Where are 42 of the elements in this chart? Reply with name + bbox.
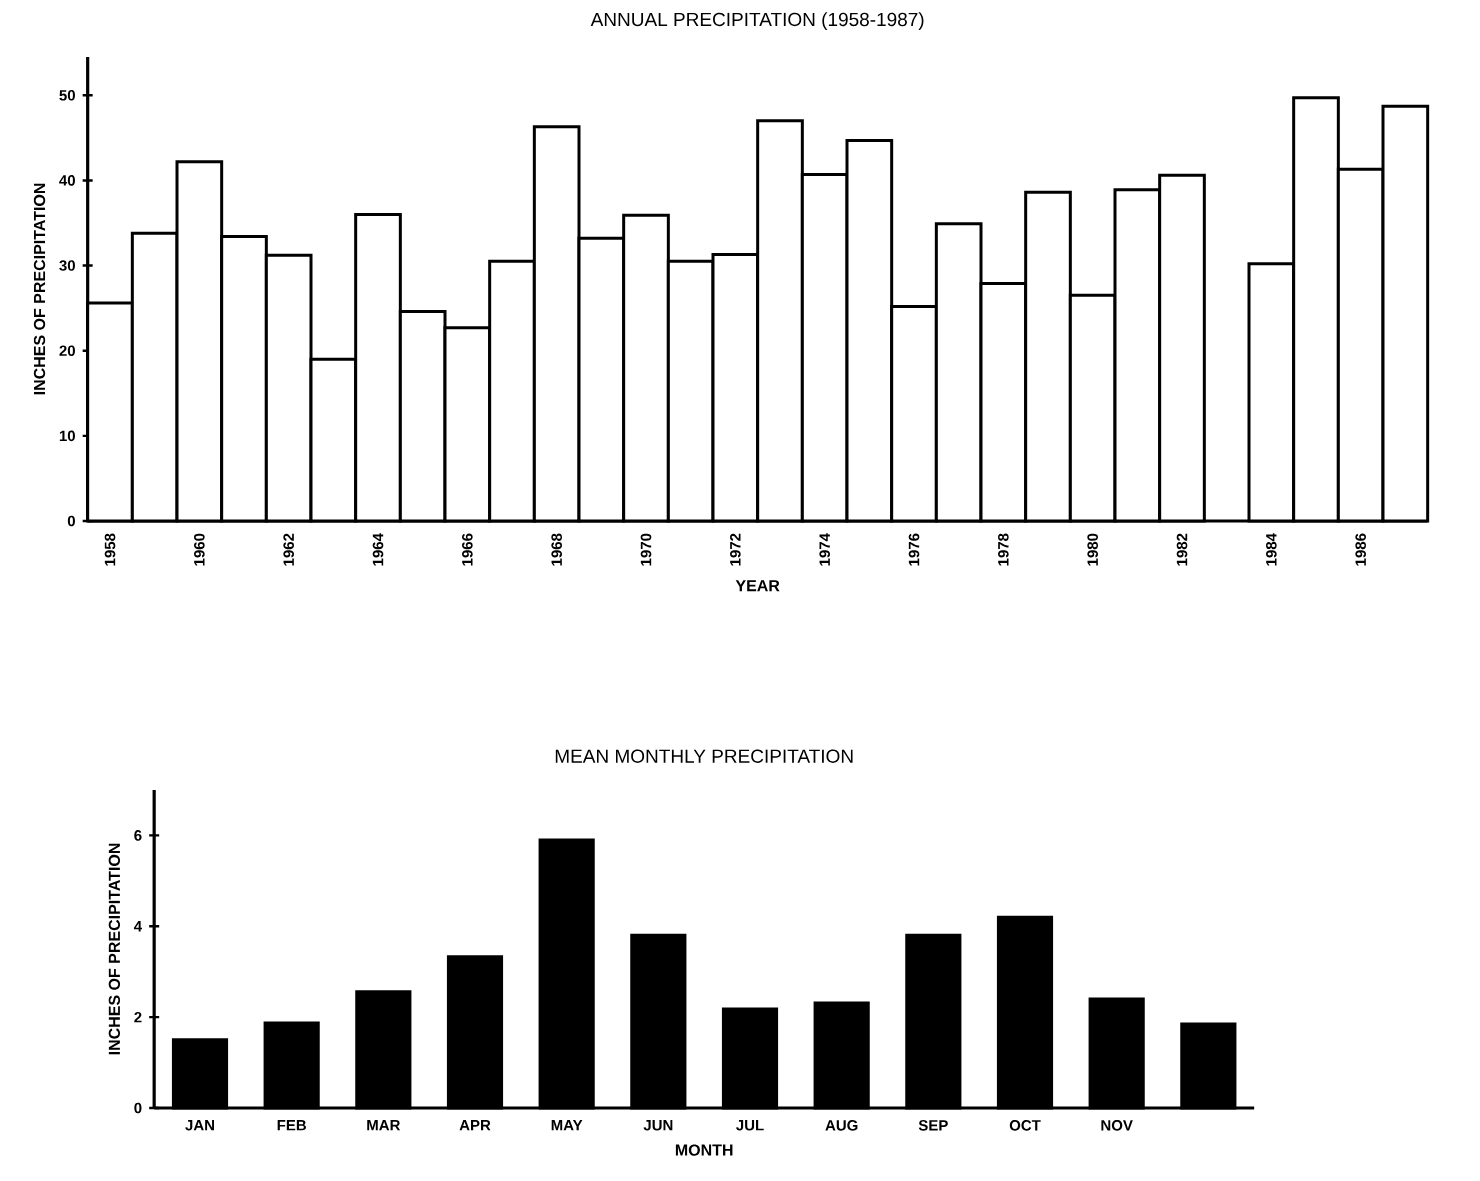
- y-tick-label: 0: [67, 515, 75, 527]
- x-tick-label: JUL: [736, 1120, 764, 1131]
- y-tick-label: 20: [59, 345, 75, 357]
- x-tick-label: AUG: [825, 1120, 858, 1131]
- y-tick-label: 50: [59, 89, 75, 101]
- x-tick-label: MAR: [367, 1120, 401, 1131]
- x-tick-label: OCT: [1009, 1120, 1041, 1131]
- x-tick-label: 1960: [194, 533, 205, 566]
- x-axis-title: MONTH: [675, 1144, 733, 1156]
- x-tick-label: APR: [459, 1120, 491, 1131]
- x-tick-label: FEB: [277, 1120, 306, 1131]
- y-axis-title: INCHES OF PRECIPITATION: [33, 183, 46, 395]
- y-tick-label: 6: [134, 830, 142, 841]
- chart-title: MEAN MONTHLY PRECIPITATION: [555, 749, 853, 763]
- x-tick-label: SEP: [918, 1120, 948, 1131]
- x-tick-label: 1986: [1355, 533, 1366, 566]
- y-axis-title: INCHES OF PRECIPITATION: [108, 843, 121, 1055]
- x-tick-label: JUN: [643, 1120, 673, 1131]
- chart-title: ANNUAL PRECIPITATION (1958-1987): [590, 12, 924, 30]
- x-tick-label: JAN: [185, 1120, 214, 1131]
- x-tick-label: 1980: [1087, 533, 1098, 566]
- y-tick-label: 30: [59, 260, 75, 271]
- y-tick-label: 10: [59, 430, 75, 442]
- y-tick-label: 2: [134, 1011, 142, 1023]
- x-tick-label: 1958: [104, 533, 116, 566]
- x-tick-label: MAY: [551, 1120, 583, 1131]
- x-tick-label: 1974: [819, 533, 830, 566]
- x-tick-label: 1978: [998, 533, 1009, 566]
- x-tick-label: 1962: [283, 533, 294, 566]
- x-axis-title: YEAR: [735, 580, 780, 592]
- x-tick-label: 1972: [730, 533, 741, 566]
- y-tick-label: 4: [133, 921, 143, 932]
- x-tick-label: NOV: [1101, 1120, 1133, 1131]
- x-tick-label: 1964: [372, 533, 384, 566]
- x-tick-label: 1970: [640, 533, 652, 566]
- x-tick-label: 1982: [1176, 533, 1188, 566]
- y-tick-label: 0: [134, 1102, 142, 1114]
- x-tick-label: 1966: [462, 533, 473, 566]
- x-tick-label: 1968: [551, 533, 562, 566]
- x-tick-label: 1976: [908, 533, 920, 566]
- y-tick-label: 40: [59, 175, 75, 186]
- x-tick-label: 1984: [1266, 533, 1277, 566]
